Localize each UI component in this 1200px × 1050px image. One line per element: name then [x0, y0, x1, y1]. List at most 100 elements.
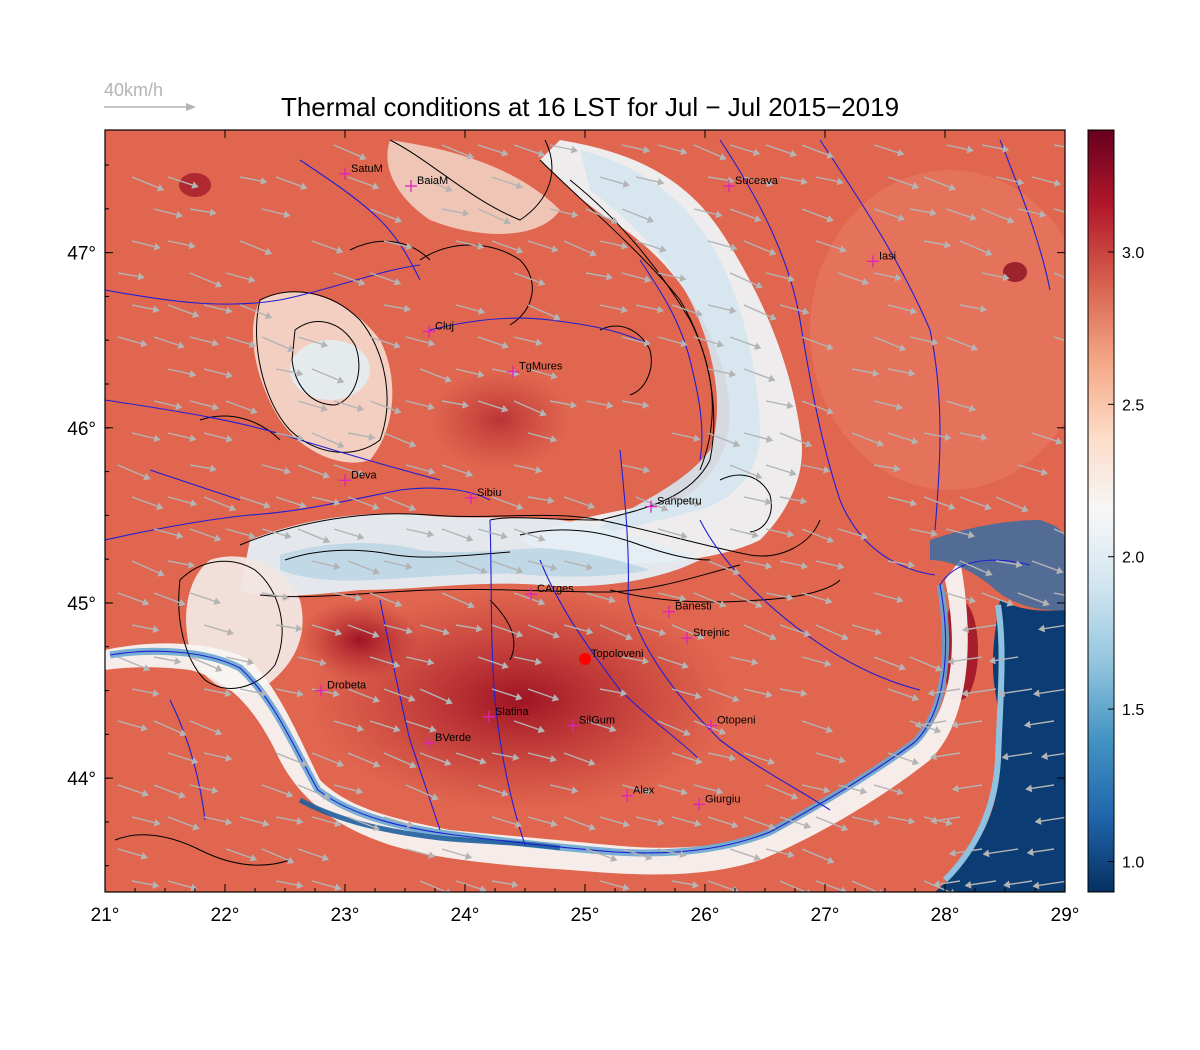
wind-arrow — [599, 304, 623, 311]
wind-arrowhead — [895, 402, 904, 411]
wind-arrowhead — [694, 499, 702, 507]
wind-arrow — [275, 688, 299, 695]
wind-arrow — [527, 240, 554, 250]
wind-arrowhead — [908, 560, 916, 569]
wind-arrow — [405, 336, 430, 344]
wind-arrow — [311, 496, 335, 504]
wind-arrow — [225, 272, 250, 281]
wind-arrowhead — [152, 689, 160, 697]
wind-arrow — [383, 688, 411, 700]
wind-arrowhead — [755, 281, 763, 289]
wind-arrowhead — [358, 278, 366, 286]
wind-arrow — [729, 528, 754, 536]
wind-arrow — [369, 336, 396, 346]
wind-arrowhead — [500, 532, 508, 540]
wind-arrowhead — [585, 563, 594, 571]
wind-arrowhead — [209, 464, 217, 473]
colorbar-tick-label: 2.5 — [1122, 397, 1144, 414]
wind-arrowhead — [355, 594, 363, 602]
wind-arrow — [621, 848, 648, 858]
wind-arrowhead — [896, 595, 904, 604]
wind-arrowhead — [1040, 752, 1048, 760]
wind-arrowhead — [296, 817, 304, 825]
city-label: Slatina — [495, 706, 530, 718]
wind-arrow — [189, 592, 216, 602]
wind-arrow — [923, 432, 946, 438]
wind-arrowhead — [929, 752, 937, 761]
wind-arrow — [743, 432, 768, 440]
wind-arrowhead — [372, 695, 380, 703]
wind-arrow — [491, 368, 514, 375]
wind-arrowhead — [752, 148, 761, 157]
wind-arrow — [621, 784, 646, 793]
wind-arrow — [203, 304, 228, 312]
wind-arrowhead — [319, 658, 327, 667]
longitude-tick-label: 24° — [451, 905, 480, 926]
wind-arrowhead — [1015, 560, 1023, 569]
wind-arrowhead — [1080, 538, 1086, 543]
wind-arrow — [981, 272, 1005, 279]
wind-arrow — [527, 752, 552, 760]
wind-arrowhead — [695, 757, 703, 765]
latitude-tick-labels: 44° 45° 46° 47° — [67, 244, 96, 791]
wind-arrow — [549, 208, 573, 216]
wind-arrow — [729, 592, 758, 606]
wind-arrow — [657, 784, 683, 793]
wind-arrowhead — [980, 304, 988, 313]
wind-arrowhead — [1026, 848, 1034, 856]
wind-arrow — [815, 816, 843, 829]
wind-arrowhead — [621, 242, 629, 250]
wind-arrow — [455, 304, 480, 312]
city-label: CArges — [537, 583, 574, 595]
wind-arrow — [189, 720, 218, 733]
wind-arrow — [167, 816, 195, 828]
wind-arrowhead — [480, 566, 488, 575]
wind-arrow — [995, 496, 1024, 510]
wind-arrowhead — [657, 818, 665, 826]
wind-arrow — [311, 560, 335, 568]
wind-arrowhead — [372, 823, 381, 831]
wind-arrowhead — [608, 595, 616, 604]
wind-arrow — [405, 720, 432, 730]
wind-arrowhead — [695, 309, 703, 317]
wind-arrow — [347, 560, 375, 572]
wind-arrow — [513, 272, 541, 284]
wind-arrow — [131, 240, 156, 248]
wind-arrow — [873, 464, 895, 470]
wind-arrowhead — [694, 691, 702, 700]
wind-arrow — [779, 304, 804, 313]
wind-arrow — [117, 720, 143, 729]
wind-arrowhead — [188, 241, 196, 250]
wind-arrow — [815, 240, 842, 250]
wind-arrowhead — [985, 569, 993, 577]
wind-arrow — [693, 784, 718, 792]
wind-arrowhead — [643, 466, 651, 474]
wind-arrowhead — [825, 596, 833, 605]
wind-arrow — [729, 656, 753, 663]
wind-arrow — [441, 144, 469, 157]
wind-arrowhead — [980, 433, 988, 442]
wind-arrow — [765, 272, 790, 280]
wind-arrow — [945, 592, 971, 601]
wind-arrow — [275, 432, 299, 439]
wind-arrowhead — [898, 663, 906, 671]
wind-arrow — [981, 208, 1010, 221]
wind-arrowhead — [1017, 178, 1025, 186]
wind-arrow — [347, 752, 376, 765]
wind-arrowhead — [715, 210, 723, 219]
wind-arrow — [1007, 752, 1033, 758]
wind-arrow — [477, 784, 504, 794]
wind-arrowhead — [501, 149, 509, 157]
wind-arrowhead — [538, 534, 546, 542]
wind-arrow — [657, 144, 682, 153]
wind-arrow — [743, 624, 772, 638]
wind-arrow — [405, 848, 430, 856]
wind-arrow — [920, 720, 947, 726]
wind-arrowhead — [427, 530, 435, 538]
wind-arrowhead — [501, 661, 509, 670]
wind-arrowhead — [945, 818, 953, 827]
wind-arrow — [311, 752, 339, 765]
wind-arrowhead — [190, 499, 198, 507]
wind-arrowhead — [753, 853, 761, 862]
wind-arrow — [671, 304, 698, 315]
